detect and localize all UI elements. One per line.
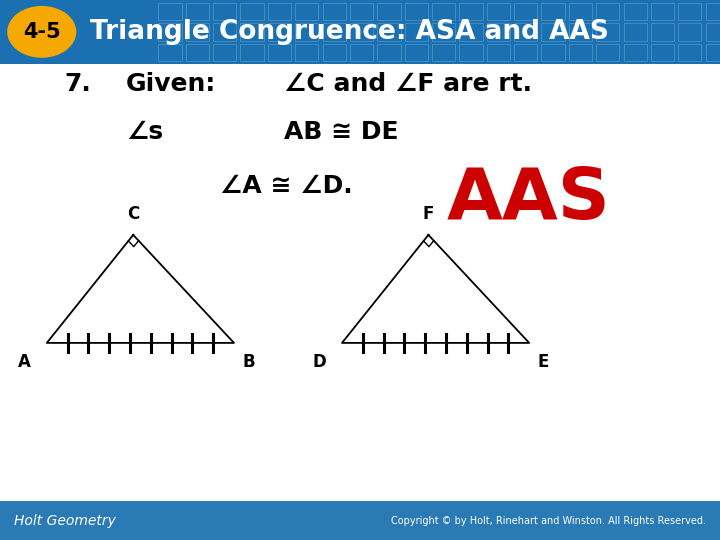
Text: Copyright © by Holt, Rinehart and Winston. All Rights Reserved.: Copyright © by Holt, Rinehart and Winsto… bbox=[391, 516, 706, 525]
Bar bbox=[541, 44, 564, 61]
Bar bbox=[459, 44, 482, 61]
Bar bbox=[541, 3, 564, 20]
Bar bbox=[295, 3, 318, 20]
Bar bbox=[678, 23, 701, 40]
Bar bbox=[377, 3, 400, 20]
Bar bbox=[405, 3, 428, 20]
Text: 4-5: 4-5 bbox=[23, 22, 60, 42]
Bar bbox=[213, 23, 236, 40]
Bar bbox=[487, 3, 510, 20]
Bar bbox=[432, 44, 455, 61]
Bar bbox=[268, 44, 291, 61]
Bar bbox=[213, 44, 236, 61]
Bar bbox=[569, 3, 592, 20]
Bar bbox=[651, 23, 674, 40]
Bar bbox=[268, 3, 291, 20]
Bar bbox=[487, 44, 510, 61]
Bar bbox=[487, 23, 510, 40]
Bar bbox=[186, 44, 209, 61]
Text: AAS: AAS bbox=[446, 165, 611, 234]
Bar bbox=[596, 44, 619, 61]
Text: C: C bbox=[127, 205, 140, 223]
Bar bbox=[459, 3, 482, 20]
Bar bbox=[295, 44, 318, 61]
Bar bbox=[240, 44, 264, 61]
Bar bbox=[706, 44, 720, 61]
Text: F: F bbox=[423, 205, 434, 223]
Bar bbox=[624, 23, 647, 40]
Text: ∠C and ∠F are rt.: ∠C and ∠F are rt. bbox=[284, 72, 532, 96]
Text: 7.: 7. bbox=[65, 72, 91, 96]
Bar bbox=[350, 44, 373, 61]
Bar bbox=[186, 3, 209, 20]
Bar bbox=[514, 3, 537, 20]
Text: E: E bbox=[538, 353, 549, 370]
Bar bbox=[678, 3, 701, 20]
Bar bbox=[514, 44, 537, 61]
Bar bbox=[706, 3, 720, 20]
Text: Holt Geometry: Holt Geometry bbox=[14, 514, 116, 528]
Text: B: B bbox=[243, 353, 256, 370]
Bar bbox=[569, 23, 592, 40]
Bar bbox=[459, 23, 482, 40]
Bar bbox=[268, 23, 291, 40]
Bar bbox=[323, 23, 346, 40]
Text: ∠A ≅ ∠D.: ∠A ≅ ∠D. bbox=[220, 174, 352, 198]
Bar bbox=[350, 23, 373, 40]
Bar bbox=[405, 44, 428, 61]
Text: A: A bbox=[18, 353, 31, 370]
Bar bbox=[323, 44, 346, 61]
Text: Given:: Given: bbox=[126, 72, 216, 96]
Bar bbox=[158, 3, 181, 20]
Bar bbox=[596, 3, 619, 20]
Bar bbox=[323, 3, 346, 20]
Circle shape bbox=[7, 6, 76, 58]
Bar bbox=[706, 23, 720, 40]
Bar bbox=[186, 23, 209, 40]
Text: ∠s: ∠s bbox=[126, 120, 163, 144]
Bar bbox=[295, 23, 318, 40]
Bar bbox=[651, 3, 674, 20]
Bar bbox=[514, 23, 537, 40]
Bar bbox=[377, 44, 400, 61]
Bar bbox=[432, 3, 455, 20]
Bar bbox=[405, 23, 428, 40]
Bar bbox=[624, 44, 647, 61]
Bar bbox=[240, 3, 264, 20]
Bar bbox=[624, 3, 647, 20]
Bar bbox=[377, 23, 400, 40]
Bar bbox=[158, 23, 181, 40]
Bar bbox=[541, 23, 564, 40]
Bar bbox=[678, 44, 701, 61]
Text: D: D bbox=[312, 353, 326, 370]
Text: Triangle Congruence: ASA and AAS: Triangle Congruence: ASA and AAS bbox=[90, 19, 609, 45]
Bar bbox=[596, 23, 619, 40]
Bar bbox=[0, 501, 720, 540]
Bar bbox=[651, 44, 674, 61]
Bar bbox=[213, 3, 236, 20]
Bar bbox=[158, 44, 181, 61]
Bar bbox=[240, 23, 264, 40]
Bar bbox=[569, 44, 592, 61]
Bar bbox=[350, 3, 373, 20]
Bar bbox=[432, 23, 455, 40]
Bar bbox=[0, 0, 720, 64]
Text: AB ≅ DE: AB ≅ DE bbox=[284, 120, 399, 144]
